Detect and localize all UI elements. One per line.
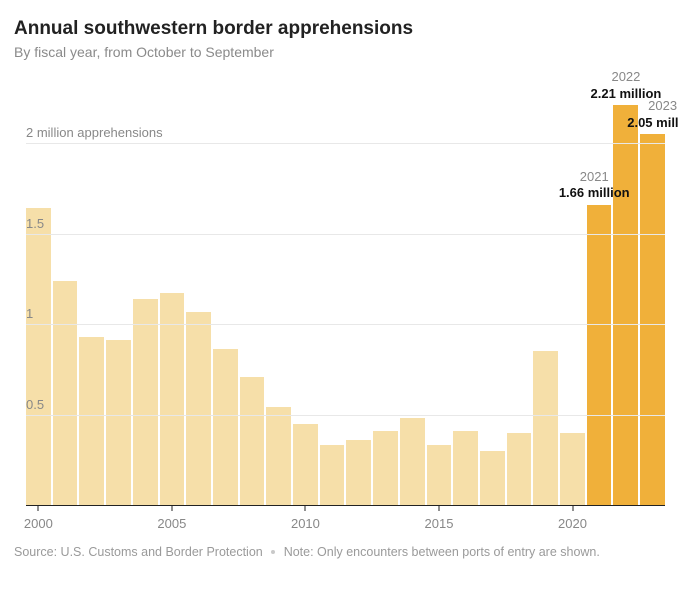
x-tick-label: 2020 — [558, 516, 587, 531]
footer-source: Source: U.S. Customs and Border Protecti… — [14, 545, 263, 559]
bar-normal — [480, 451, 505, 505]
y-tick-label: 2 million apprehensions — [26, 125, 163, 140]
bar-normal — [533, 351, 558, 505]
gridline — [26, 234, 665, 235]
bar-highlighted — [613, 105, 638, 505]
x-tick-mark — [38, 505, 39, 511]
chart-title: Annual southwestern border apprehensions — [14, 18, 665, 40]
x-tick-mark — [438, 505, 439, 511]
bar-highlighted — [640, 134, 665, 505]
callout: 20211.66 million — [559, 169, 630, 202]
callout-value: 2.05 million — [627, 115, 679, 131]
bar-normal — [106, 340, 131, 505]
x-tick-mark — [305, 505, 306, 511]
bar-normal — [373, 431, 398, 505]
bar-normal — [213, 349, 238, 505]
bar-highlighted — [587, 205, 612, 505]
callout-year: 2023 — [627, 98, 679, 114]
callout-value: 1.66 million — [559, 185, 630, 201]
chart-container: Annual southwestern border apprehensions… — [0, 0, 679, 598]
bar-normal — [186, 312, 211, 506]
bar-normal — [346, 440, 371, 505]
callout: 20222.21 million — [591, 69, 662, 102]
bar-normal — [266, 407, 291, 505]
bar-normal — [453, 431, 478, 505]
bar-normal — [320, 445, 345, 505]
x-tick-mark — [171, 505, 172, 511]
footer-note: Note: Only encounters between ports of e… — [284, 545, 600, 559]
callout-year: 2022 — [591, 69, 662, 85]
gridline — [26, 415, 665, 416]
bar-normal — [133, 299, 158, 505]
x-tick-label: 2000 — [24, 516, 53, 531]
y-tick-label: 1 — [26, 306, 33, 321]
x-tick-label: 2015 — [425, 516, 454, 531]
chart-footer: Source: U.S. Customs and Border Protecti… — [14, 545, 665, 559]
bar-normal — [240, 377, 265, 505]
bar-normal — [26, 208, 51, 505]
callout-year: 2021 — [559, 169, 630, 185]
bar-normal — [79, 337, 104, 505]
plot-area: 0.511.52 million apprehensions 200020052… — [26, 80, 665, 535]
y-tick-label: 0.5 — [26, 396, 44, 411]
x-tick-label: 2005 — [157, 516, 186, 531]
gridline — [26, 143, 665, 144]
bar-normal — [507, 433, 532, 505]
footer-separator-icon — [271, 550, 275, 554]
bar-normal — [560, 433, 585, 505]
bar-normal — [53, 281, 78, 505]
x-axis-baseline — [26, 505, 665, 506]
bar-normal — [427, 445, 452, 505]
chart-subtitle: By fiscal year, from October to Septembe… — [14, 44, 665, 60]
gridline — [26, 324, 665, 325]
callout: 20232.05 million — [627, 98, 679, 131]
y-tick-label: 1.5 — [26, 215, 44, 230]
x-axis: 2000 2005 2010 2015 2020 — [26, 509, 665, 531]
bar-normal — [293, 424, 318, 505]
x-tick-label: 2010 — [291, 516, 320, 531]
x-tick-mark — [572, 505, 573, 511]
bar-normal — [400, 418, 425, 505]
bar-normal — [160, 293, 185, 505]
